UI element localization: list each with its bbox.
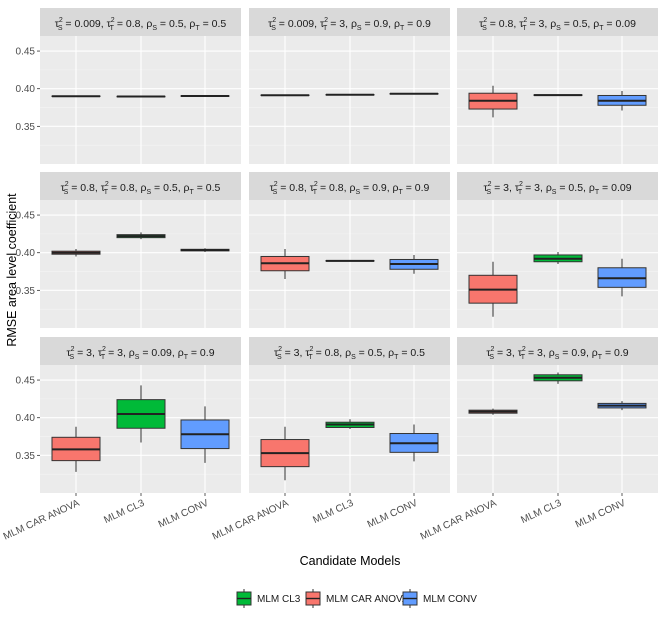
boxplot-mlm-car-anova bbox=[51, 248, 101, 257]
facet-strip bbox=[457, 337, 658, 365]
boxplot-mlm-cl3 bbox=[533, 251, 583, 264]
boxplot-mlm-conv bbox=[389, 424, 439, 462]
y-tick-label: 0.45 bbox=[16, 211, 36, 222]
boxplot-mlm-conv bbox=[389, 254, 439, 274]
boxplot-mlm-car-anova bbox=[260, 248, 310, 280]
boxplot-mlm-cl3 bbox=[325, 419, 375, 429]
facet-panel: τ2 S = 0.009, τ2 T = 3, ρS = 0.9, ρT = 0.9 bbox=[249, 8, 450, 164]
legend-label: MLM CAR ANOVA bbox=[326, 594, 409, 605]
boxplot-mlm-conv bbox=[597, 90, 647, 111]
facet-panel: τ2 S = 0.8, τ2 T = 3, ρS = 0.5, ρT = 0.09 bbox=[457, 8, 658, 164]
boxplot-mlm-car-anova bbox=[51, 426, 101, 472]
facet-strip-label: τ2 S = 0.009, τ2 T = 3, ρS = 0.9, ρT = 0.9 bbox=[268, 17, 431, 32]
boxplot-mlm-car-anova bbox=[51, 95, 101, 98]
boxplot-mlm-cl3 bbox=[116, 385, 166, 443]
legend-item: MLM CONV bbox=[402, 589, 477, 608]
facet-strip-label: τ2 S = 3, τ2 T = 3, ρS = 0.5, ρT = 0.09 bbox=[483, 181, 631, 196]
y-tick-label: 0.45 bbox=[16, 47, 36, 58]
facet-strip bbox=[40, 172, 241, 200]
y-tick-label: 0.35 bbox=[16, 122, 36, 133]
facet-strip bbox=[40, 8, 241, 36]
facet-strip bbox=[249, 337, 450, 365]
y-tick-label: 0.40 bbox=[16, 248, 36, 259]
facet-strip-label: τ2 S = 3, τ2 T = 3, ρS = 0.09, ρT = 0.9 bbox=[66, 346, 214, 361]
x-tick-label: MLM CONV bbox=[366, 498, 420, 531]
boxplot-mlm-cl3 bbox=[325, 259, 375, 262]
x-axis-title: Candidate Models bbox=[300, 554, 401, 568]
y-tick-label: 0.45 bbox=[16, 376, 36, 387]
facet-strip-label: τ2 S = 3, τ2 T = 3, ρS = 0.9, ρT = 0.9 bbox=[486, 346, 628, 361]
y-tick-label: 0.40 bbox=[16, 84, 36, 95]
boxplot-mlm-conv bbox=[597, 258, 647, 297]
facet-strip bbox=[457, 172, 658, 200]
boxplot-mlm-car-anova bbox=[468, 261, 518, 317]
boxplot-mlm-conv bbox=[180, 406, 230, 463]
boxplot-mlm-cl3 bbox=[116, 95, 166, 98]
x-tick-label: MLM CAR ANOVA bbox=[211, 498, 291, 543]
facet-strip bbox=[249, 172, 450, 200]
boxplot-mlm-cl3 bbox=[533, 94, 583, 97]
boxplot-mlm-car-anova bbox=[468, 408, 518, 415]
facet-strip-label: τ2 S = 3, τ2 T = 0.8, ρS = 0.5, ρT = 0.5 bbox=[274, 346, 425, 361]
boxplot-mlm-car-anova bbox=[260, 94, 310, 97]
facet-panel: τ2 S = 3, τ2 T = 3, ρS = 0.9, ρT = 0.9 MLM … bbox=[419, 337, 658, 543]
legend-label: MLM CONV bbox=[423, 594, 477, 605]
facet-strip bbox=[249, 8, 450, 36]
boxplot-mlm-conv bbox=[180, 248, 230, 252]
boxplot-mlm-cl3 bbox=[116, 232, 166, 240]
facet-panel: τ2 S = 0.009, τ2 T = 0.8, ρS = 0.5, ρT = 0… bbox=[16, 8, 241, 164]
facet-strip bbox=[457, 8, 658, 36]
x-tick-label: MLM CL3 bbox=[519, 498, 563, 526]
boxplot-mlm-cl3 bbox=[325, 93, 375, 96]
y-tick-label: 0.40 bbox=[16, 413, 36, 424]
facet-strip-label: τ2 S = 0.8, τ2 T = 3, ρS = 0.5, ρT = 0.09 bbox=[479, 17, 636, 32]
boxplot-mlm-car-anova bbox=[260, 426, 310, 481]
facet-strip-label: τ2 S = 0.009, τ2 T = 0.8, ρS = 0.5, ρT = 0… bbox=[55, 17, 227, 32]
facet-strip bbox=[40, 337, 241, 365]
boxplot-mlm-conv bbox=[180, 95, 230, 98]
facet-strip-label: τ2 S = 0.8, τ2 T = 0.8, ρS = 0.5, ρT = 0.5 bbox=[61, 181, 221, 196]
legend-item: MLM CL3 bbox=[236, 589, 301, 608]
x-tick-label: MLM CAR ANOVA bbox=[419, 498, 499, 543]
facet-panel: τ2 S = 3, τ2 T = 3, ρS = 0.5, ρT = 0.09 bbox=[457, 172, 658, 328]
facet-panel: τ2 S = 0.8, τ2 T = 0.8, ρS = 0.9, ρT = 0.9 bbox=[249, 172, 450, 328]
boxplot-mlm-conv bbox=[389, 92, 439, 95]
facet-panel: τ2 S = 0.8, τ2 T = 0.8, ρS = 0.5, ρT = 0.5… bbox=[16, 172, 241, 328]
legend-label: MLM CL3 bbox=[257, 594, 301, 605]
facet-strip-label: τ2 S = 0.8, τ2 T = 0.8, ρS = 0.9, ρT = 0.9 bbox=[270, 181, 430, 196]
y-tick-label: 0.35 bbox=[16, 286, 36, 297]
boxplot-mlm-car-anova bbox=[468, 85, 518, 118]
facet-panel: τ2 S = 3, τ2 T = 0.8, ρS = 0.5, ρT = 0.5 ML… bbox=[211, 337, 450, 543]
x-tick-label: MLM CONV bbox=[574, 498, 628, 531]
x-tick-label: MLM CL3 bbox=[102, 498, 146, 526]
y-tick-label: 0.35 bbox=[16, 451, 36, 462]
boxplot-mlm-cl3 bbox=[533, 372, 583, 384]
x-tick-label: MLM CONV bbox=[157, 498, 211, 531]
boxplot-mlm-conv bbox=[597, 401, 647, 411]
x-tick-label: MLM CL3 bbox=[311, 498, 355, 526]
facet-panel: τ2 S = 3, τ2 T = 3, ρS = 0.09, ρT = 0.9 0.3… bbox=[2, 337, 241, 543]
legend-item: MLM CAR ANOVA bbox=[305, 589, 409, 608]
y-axis-title: RMSE area level coefficient bbox=[5, 193, 19, 347]
x-tick-label: MLM CAR ANOVA bbox=[2, 498, 82, 543]
